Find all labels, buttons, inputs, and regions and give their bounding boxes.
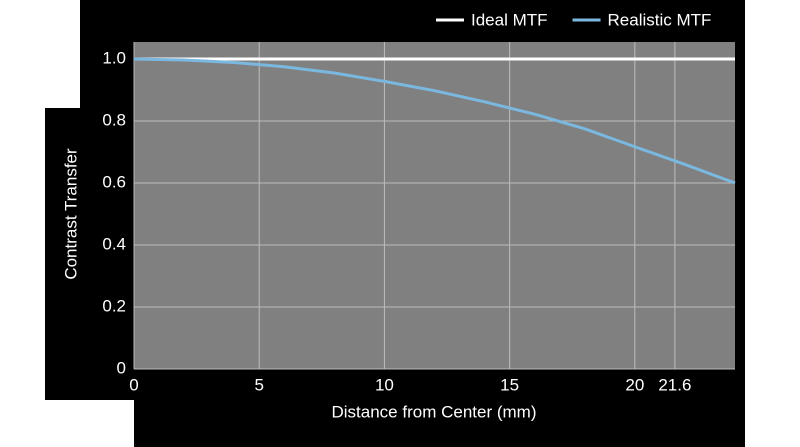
- x-tick-label: 20: [625, 375, 644, 394]
- y-tick-label: 0: [117, 358, 126, 377]
- x-axis-label: Distance from Center (mm): [332, 402, 537, 421]
- legend-label: Ideal MTF: [471, 10, 548, 29]
- x-tick-label: 15: [500, 375, 519, 394]
- y-axis-label: Contrast Transfer: [61, 148, 80, 280]
- y-tick-label: 0.4: [102, 235, 126, 254]
- line: [133, 57, 736, 185]
- x-tick-label: 0: [129, 375, 138, 394]
- x-tick-label: 10: [375, 375, 394, 394]
- y-tick-label: 0.2: [102, 296, 126, 315]
- x-tick-label: 5: [254, 375, 263, 394]
- legend-label: Realistic MTF: [608, 10, 712, 29]
- y-tick-label: 1.0: [102, 49, 126, 68]
- x-tick-label: 21.6: [658, 375, 691, 394]
- y-tick-label: 0.8: [102, 111, 126, 130]
- y-tick-label: 0.6: [102, 173, 126, 192]
